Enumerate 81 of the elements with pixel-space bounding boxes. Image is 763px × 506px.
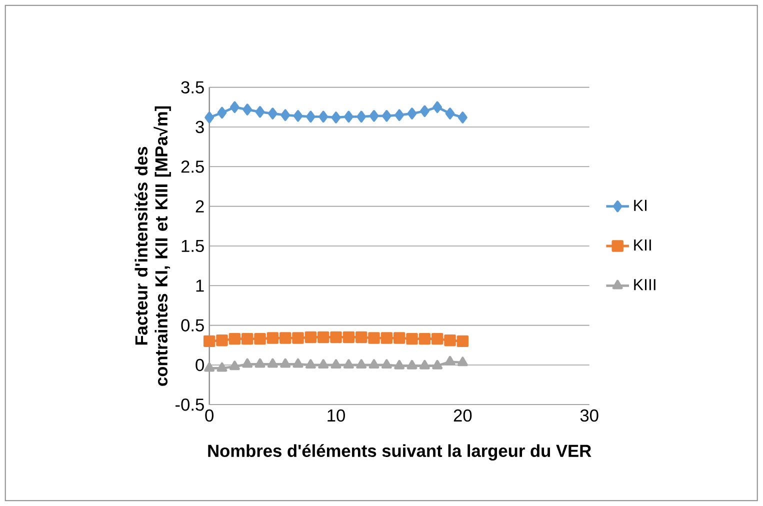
point	[432, 360, 443, 370]
point	[318, 110, 328, 123]
point	[458, 112, 468, 124]
point	[267, 358, 278, 368]
point	[444, 356, 456, 366]
legend-label: KII	[634, 240, 651, 250]
point	[228, 332, 241, 345]
point	[406, 360, 418, 370]
point	[216, 334, 228, 346]
point	[292, 358, 304, 368]
point	[242, 358, 253, 368]
point	[394, 360, 405, 370]
point	[330, 331, 342, 344]
point	[305, 359, 316, 369]
point	[419, 360, 430, 370]
y-tick-label: -0.5	[176, 398, 204, 411]
point	[266, 332, 279, 344]
point	[356, 110, 366, 123]
point	[344, 110, 354, 123]
x-tick-label: 20	[454, 409, 472, 422]
point	[216, 362, 228, 372]
point	[254, 358, 266, 368]
y-tick-label: 3	[196, 120, 204, 134]
point	[406, 332, 418, 345]
x-axis-title: Nombres d'éléments suivant la largeur du VER	[208, 444, 592, 461]
y-tick-label: 2	[196, 200, 204, 212]
x-tick-label: 10	[328, 409, 345, 422]
point	[457, 356, 468, 366]
point	[420, 105, 430, 117]
legend-label: KI	[634, 200, 646, 211]
y-axis-title: Facteur d'intensités des contraintes KI, KII et KIII [MPa√m]	[134, 106, 171, 386]
point	[330, 359, 342, 369]
point	[204, 112, 214, 124]
point	[418, 332, 431, 345]
point	[268, 108, 278, 120]
point	[432, 101, 442, 114]
point	[293, 110, 303, 122]
point	[456, 335, 469, 348]
point	[279, 332, 292, 344]
point	[369, 110, 379, 122]
legend-label: KIII	[634, 279, 656, 290]
point	[355, 331, 368, 344]
point	[393, 332, 406, 344]
point	[255, 106, 265, 118]
point	[342, 331, 355, 344]
point	[230, 101, 240, 114]
y-tick-label: 0	[196, 358, 204, 372]
point	[356, 359, 367, 369]
point	[368, 359, 380, 369]
point	[382, 110, 392, 122]
point	[229, 360, 240, 370]
point	[217, 106, 227, 119]
point	[331, 112, 341, 124]
point	[254, 332, 266, 345]
point	[317, 331, 330, 344]
y-tick-label: 0.5	[181, 319, 204, 332]
point	[380, 332, 393, 344]
point	[368, 332, 380, 344]
point	[203, 335, 216, 348]
point	[445, 108, 455, 120]
point	[241, 332, 254, 345]
point	[318, 359, 329, 369]
point	[292, 332, 304, 344]
x-tick-label: 30	[580, 409, 598, 422]
point	[381, 359, 392, 369]
point	[444, 334, 456, 346]
point	[204, 362, 215, 372]
point	[394, 109, 404, 121]
point	[280, 358, 291, 368]
x-tick-label: 0	[205, 409, 214, 422]
y-tick-label: 1.5	[182, 240, 204, 252]
y-tick-label: 1	[196, 280, 204, 292]
y-tick-label: 2.5	[181, 160, 204, 173]
y-tick-label: 3.5	[181, 81, 204, 94]
point	[306, 110, 316, 123]
point	[431, 332, 444, 345]
point	[407, 108, 417, 120]
point	[343, 359, 354, 369]
point	[304, 331, 317, 344]
point	[242, 104, 252, 116]
point	[280, 109, 290, 121]
